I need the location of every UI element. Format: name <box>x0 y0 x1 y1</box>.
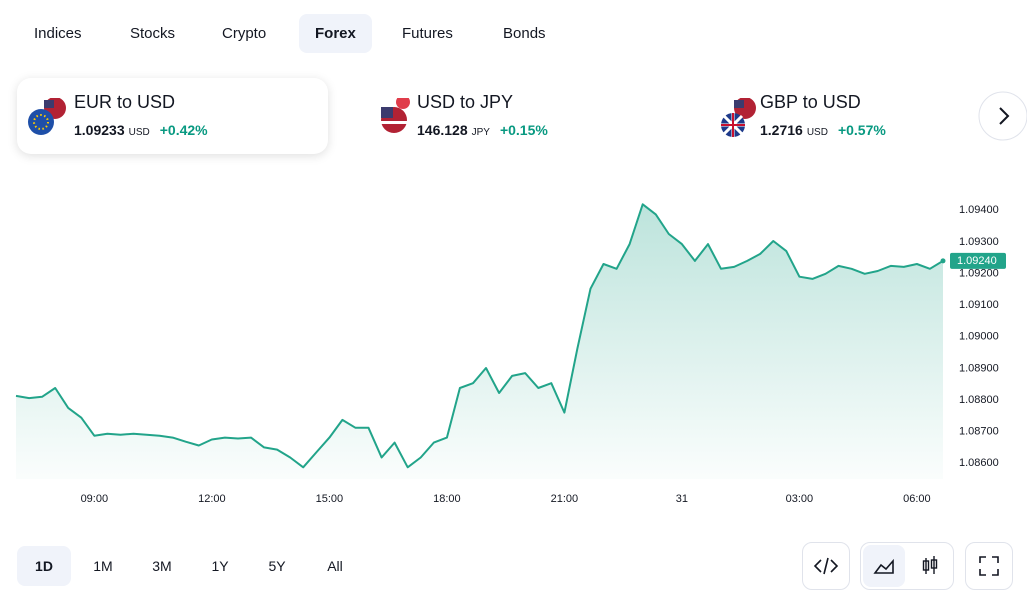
card-price-row: 1.09233 USD +0.42% <box>74 122 208 138</box>
ticker-card[interactable]: USD to JPY 146.128 JPY +0.15% <box>360 78 671 154</box>
y-tick-label: 1.09100 <box>959 299 999 311</box>
tab-active[interactable]: Forex <box>299 14 372 53</box>
last-point <box>940 258 946 264</box>
last-price-box <box>950 252 1006 269</box>
y-tick-label: 1.09300 <box>959 236 999 248</box>
flags <box>381 98 410 133</box>
x-tick-label: 09:00 <box>81 493 109 505</box>
y-tick-label: 1.08800 <box>959 394 999 406</box>
card-name: USD to JPY <box>417 92 514 112</box>
x-tick-label: 21:00 <box>551 493 579 505</box>
chart-style-group <box>860 542 954 590</box>
flags <box>28 98 66 135</box>
y-tick-label: 1.08900 <box>959 362 999 374</box>
unit: JPY <box>471 127 490 138</box>
price: 146.128 <box>417 122 468 138</box>
ticker-card[interactable]: GBP to USD 1.2716 USD +0.57% <box>703 78 1014 154</box>
y-tick-label: 1.08600 <box>959 457 999 469</box>
area-style-button[interactable] <box>863 545 905 587</box>
price: 1.09233 <box>74 122 125 138</box>
y-tick-label: 1.09200 <box>959 267 999 279</box>
tab[interactable]: Futures <box>402 25 453 42</box>
fullscreen-icon <box>979 556 999 576</box>
ticker-card[interactable]: EUR to USD 1.09233 USD +0.42% <box>17 78 328 154</box>
next-button[interactable] <box>978 90 1027 142</box>
unit: USD <box>806 127 828 138</box>
range-button[interactable]: All <box>327 558 343 574</box>
tab[interactable]: Bonds <box>503 25 546 42</box>
card-name: EUR to USD <box>74 92 176 112</box>
range-button[interactable]: 1M <box>93 558 113 574</box>
range-button[interactable]: 3M <box>152 558 172 574</box>
x-tick-label: 15:00 <box>316 493 344 505</box>
fullscreen-button[interactable] <box>965 542 1013 590</box>
change: +0.57% <box>837 122 886 138</box>
y-tick-label: 1.09400 <box>959 204 999 216</box>
x-tick-label: 12:00 <box>198 493 226 505</box>
tab[interactable]: Indices <box>34 25 82 42</box>
price: 1.2716 <box>760 122 803 138</box>
y-tick-label: 1.09000 <box>959 331 999 343</box>
x-tick-label: 31 <box>676 493 688 505</box>
embed-button[interactable] <box>802 542 850 590</box>
last-price-label: 1.09240 <box>957 255 997 267</box>
price-line <box>15 203 944 469</box>
x-tick-label: 03:00 <box>786 493 814 505</box>
area-fill <box>16 204 943 480</box>
area-icon <box>873 558 894 574</box>
flags <box>721 98 756 137</box>
x-tick-label: 18:00 <box>433 493 461 505</box>
range-button[interactable]: 5Y <box>268 558 286 574</box>
y-tick-label: 1.08700 <box>959 425 999 437</box>
chart: 1.08600 1.08700 1.08800 1.08900 1.09000 1.091… <box>15 203 1006 505</box>
card-name: GBP to USD <box>760 92 861 112</box>
card-price-row: 146.128 JPY +0.15% <box>417 122 548 138</box>
candle-style-button[interactable] <box>909 545 951 587</box>
tab[interactable]: Crypto <box>222 25 267 42</box>
unit: USD <box>128 127 150 138</box>
range-button[interactable]: 1D <box>17 546 71 586</box>
change: +0.42% <box>159 122 208 138</box>
card-price-row: 1.2716 USD +0.57% <box>760 122 886 138</box>
x-tick-label: 06:00 <box>903 493 931 505</box>
tab[interactable]: Stocks <box>130 25 176 42</box>
change: +0.15% <box>499 122 548 138</box>
embed-icon <box>813 557 839 575</box>
range-button[interactable]: 1Y <box>211 558 229 574</box>
